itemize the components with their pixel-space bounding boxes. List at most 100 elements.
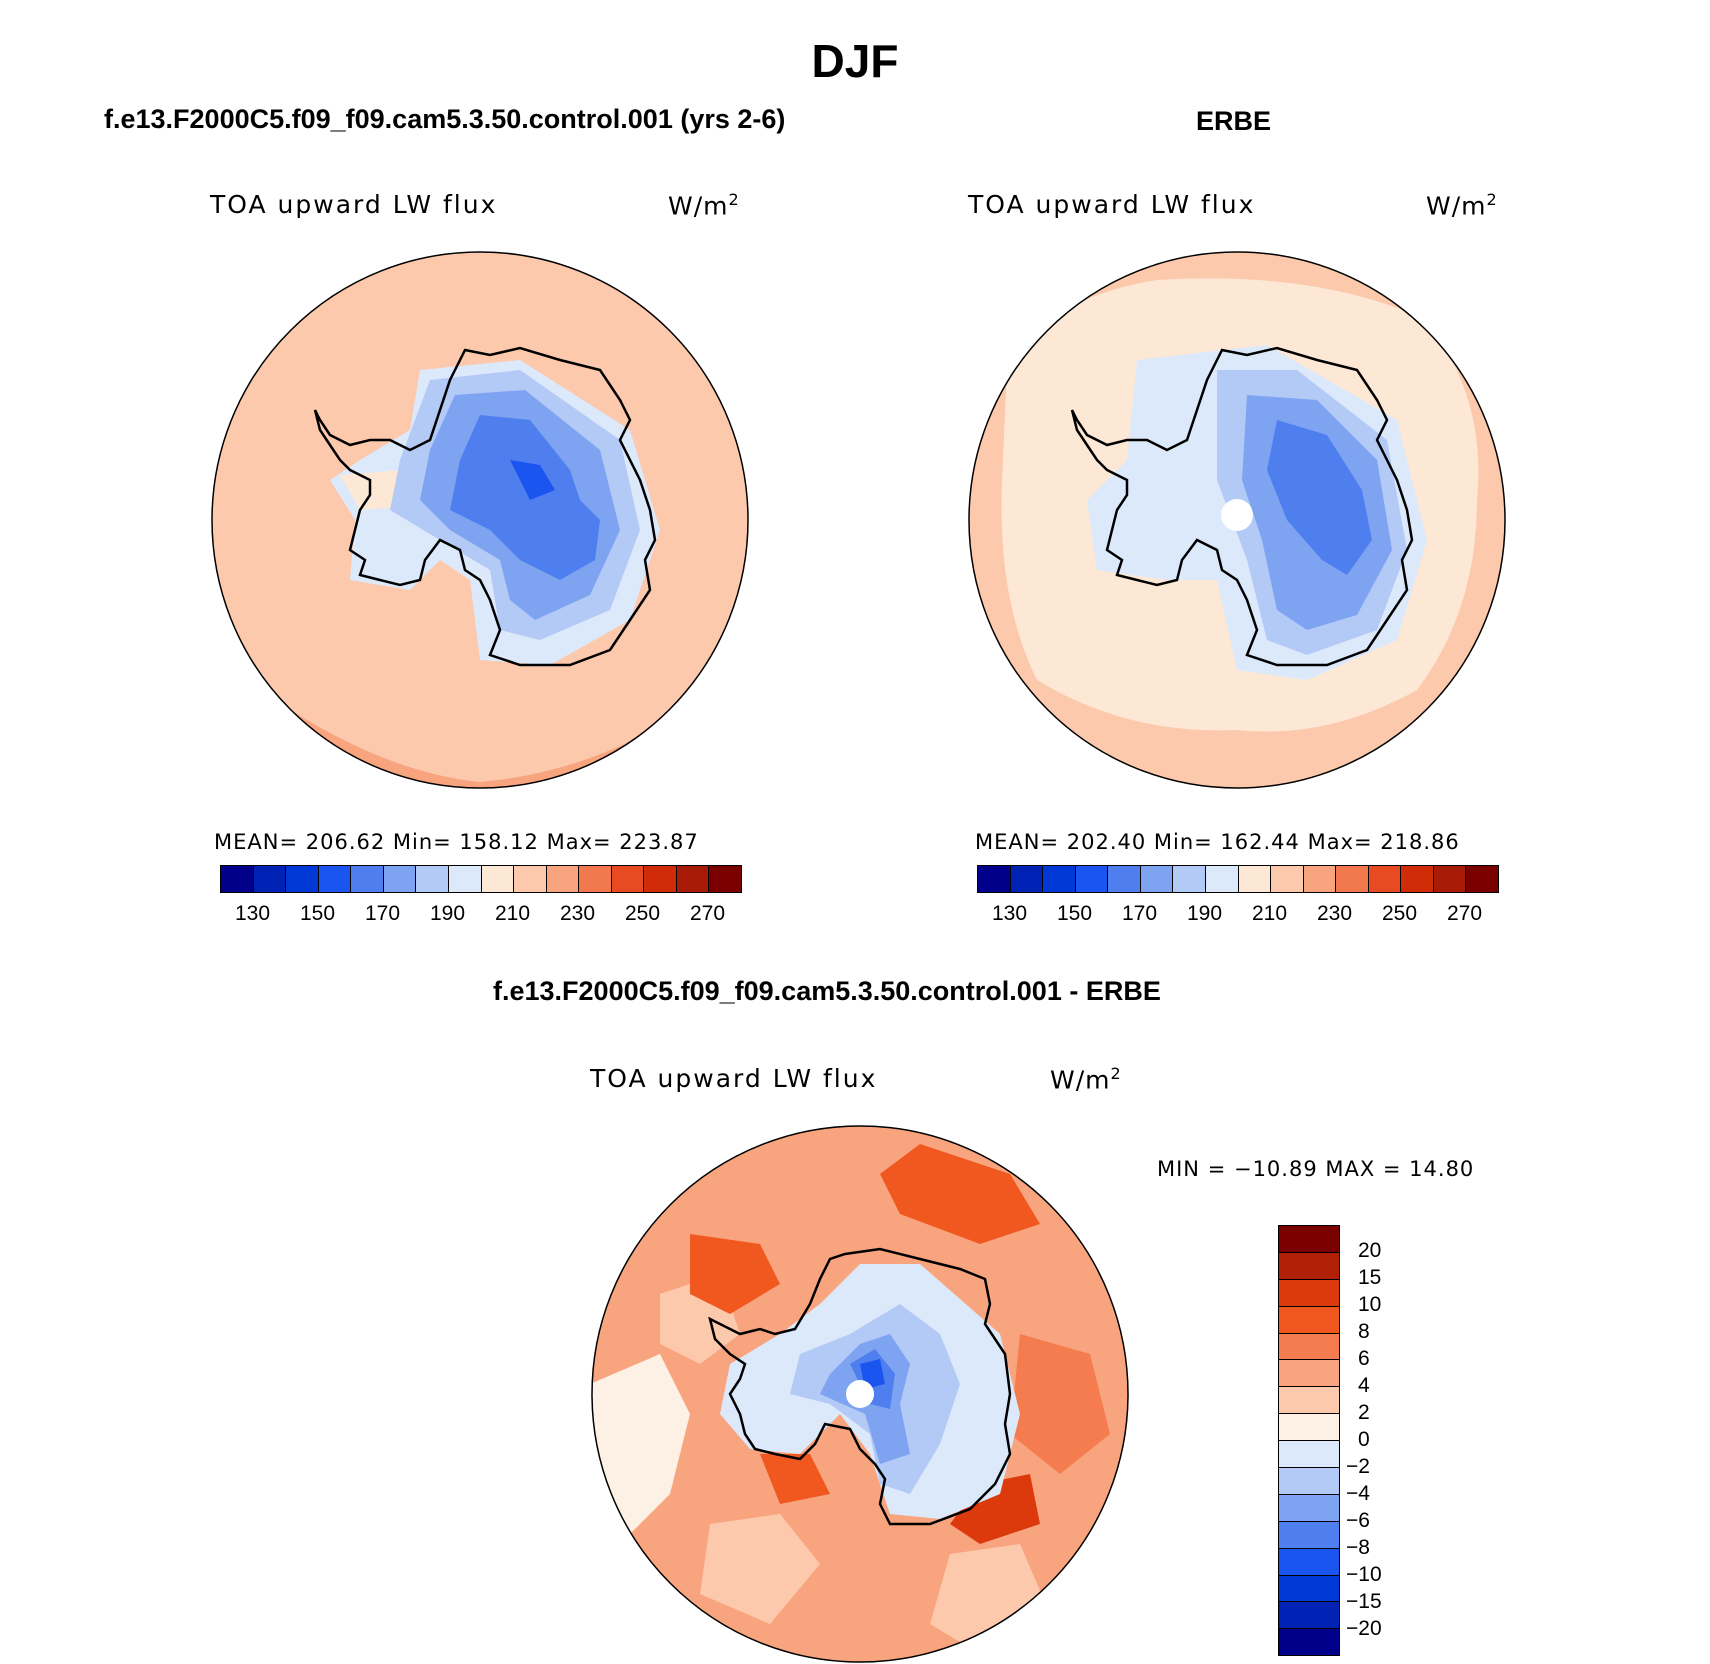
colorbar-tick-label: 130	[991, 902, 1028, 925]
obs-variable-label: TOA upward LW flux	[968, 190, 1256, 219]
diff-stats: MIN = −10.89 MAX = 14.80	[1157, 1157, 1475, 1181]
colorbar-tick-label: 270	[689, 902, 726, 925]
colorbar-tick-label: 2	[1358, 1401, 1370, 1424]
colorbar-swatch	[1279, 1306, 1339, 1334]
diff-units-label: W/m2	[1050, 1064, 1122, 1095]
colorbar-tick-label: −10	[1346, 1563, 1382, 1586]
colorbar-swatch	[1279, 1333, 1339, 1361]
colorbar-tick-label: 190	[1186, 902, 1223, 925]
model-colorbar	[220, 865, 742, 893]
colorbar-swatch	[383, 866, 417, 892]
colorbar-swatch	[1108, 866, 1141, 892]
colorbar-swatch	[1279, 1441, 1339, 1469]
obs-stats: MEAN= 202.40 Min= 162.44 Max= 218.86	[975, 830, 1460, 854]
colorbar-swatch	[514, 866, 547, 892]
colorbar-tick-label: 230	[559, 902, 596, 925]
diff-variable-label: TOA upward LW flux	[590, 1064, 878, 1093]
colorbar-swatch	[1075, 866, 1109, 892]
colorbar-swatch	[1279, 1629, 1339, 1656]
colorbar-swatch	[318, 866, 352, 892]
colorbar-swatch	[1433, 866, 1467, 892]
colorbar-swatch	[1238, 866, 1272, 892]
colorbar-tick-label: 150	[299, 902, 336, 925]
colorbar-swatch	[286, 866, 319, 892]
model-map-boundary	[211, 251, 749, 789]
colorbar-swatch	[1279, 1387, 1339, 1415]
colorbar-swatch	[351, 866, 384, 892]
colorbar-swatch	[1401, 866, 1434, 892]
colorbar-swatch	[1173, 866, 1206, 892]
colorbar-swatch	[1271, 866, 1304, 892]
colorbar-tick-label: 250	[624, 902, 661, 925]
model-colorbar-ticks: 130 150 170 190 210 230 250 270	[220, 902, 740, 928]
colorbar-swatch	[448, 866, 482, 892]
obs-units-label: W/m2	[1426, 190, 1498, 221]
diff-colorbar-ticks: 20 15 10 8 6 4 2 0 −2 −4 −6 −8 −10 −15 −20	[1346, 1225, 1430, 1657]
colorbar-swatch	[1279, 1494, 1339, 1522]
colorbar-tick-label: 170	[1121, 902, 1158, 925]
model-antarctica-coastline	[313, 346, 657, 667]
colorbar-tick-label: −20	[1346, 1617, 1382, 1640]
colorbar-tick-label: −2	[1346, 1455, 1370, 1478]
colorbar-swatch	[1279, 1602, 1339, 1630]
colorbar-tick-label: 210	[1251, 902, 1288, 925]
colorbar-swatch	[416, 866, 449, 892]
colorbar-swatch	[1466, 866, 1498, 892]
obs-colorbar	[977, 865, 1499, 893]
model-variable-label: TOA upward LW flux	[210, 190, 498, 219]
colorbar-tick-label: 250	[1381, 902, 1418, 925]
colorbar-tick-label: 130	[234, 902, 271, 925]
colorbar-swatch	[1043, 866, 1076, 892]
colorbar-tick-label: −6	[1346, 1509, 1370, 1532]
colorbar-tick-label: 150	[1056, 902, 1093, 925]
colorbar-swatch	[546, 866, 580, 892]
colorbar-swatch	[978, 866, 1011, 892]
obs-panel-title: ERBE	[1196, 106, 1272, 136]
colorbar-swatch	[1279, 1548, 1339, 1576]
colorbar-swatch	[253, 866, 287, 892]
diff-antarctica-coastline	[708, 1247, 1012, 1526]
model-panel-title: f.e13.F2000C5.f09_f09.cam5.3.50.control.…	[104, 104, 786, 134]
colorbar-swatch	[579, 866, 612, 892]
diff-polar-map	[591, 1125, 1129, 1663]
colorbar-swatch	[1010, 866, 1044, 892]
colorbar-tick-label: 170	[364, 902, 401, 925]
colorbar-swatch	[1368, 866, 1402, 892]
colorbar-swatch	[611, 866, 645, 892]
colorbar-swatch	[1303, 866, 1337, 892]
colorbar-tick-label: 15	[1358, 1266, 1382, 1289]
colorbar-tick-label: −4	[1346, 1482, 1370, 1505]
colorbar-tick-label: 20	[1358, 1239, 1382, 1262]
diff-panel-title: f.e13.F2000C5.f09_f09.cam5.3.50.control.…	[493, 976, 1161, 1006]
obs-colorbar-ticks: 130 150 170 190 210 230 250 270	[977, 902, 1497, 928]
colorbar-swatch	[644, 866, 677, 892]
colorbar-swatch	[1140, 866, 1174, 892]
model-polar-map	[211, 251, 749, 789]
colorbar-swatch	[1279, 1226, 1339, 1253]
colorbar-swatch	[676, 866, 710, 892]
colorbar-tick-label: 8	[1358, 1320, 1370, 1343]
colorbar-tick-label: −15	[1346, 1590, 1382, 1613]
colorbar-tick-label: 4	[1358, 1374, 1370, 1397]
colorbar-tick-label: 10	[1358, 1293, 1382, 1316]
colorbar-swatch	[1279, 1279, 1339, 1307]
colorbar-swatch	[1279, 1521, 1339, 1549]
colorbar-tick-label: 270	[1446, 902, 1483, 925]
obs-polar-map	[968, 251, 1506, 789]
colorbar-swatch	[221, 866, 254, 892]
colorbar-swatch	[1279, 1414, 1339, 1442]
colorbar-swatch	[1279, 1575, 1339, 1603]
colorbar-tick-label: 0	[1358, 1428, 1370, 1451]
diff-colorbar	[1278, 1225, 1340, 1657]
colorbar-tick-label: 6	[1358, 1347, 1370, 1370]
obs-antarctica-coastline	[1070, 346, 1414, 667]
colorbar-swatch	[481, 866, 515, 892]
colorbar-tick-label: 230	[1316, 902, 1353, 925]
colorbar-swatch	[709, 866, 741, 892]
colorbar-swatch	[1279, 1468, 1339, 1495]
colorbar-tick-label: 210	[494, 902, 531, 925]
model-stats: MEAN= 206.62 Min= 158.12 Max= 223.87	[214, 830, 699, 854]
colorbar-tick-label: −8	[1346, 1536, 1370, 1559]
colorbar-swatch	[1336, 866, 1369, 892]
colorbar-swatch	[1279, 1360, 1339, 1388]
